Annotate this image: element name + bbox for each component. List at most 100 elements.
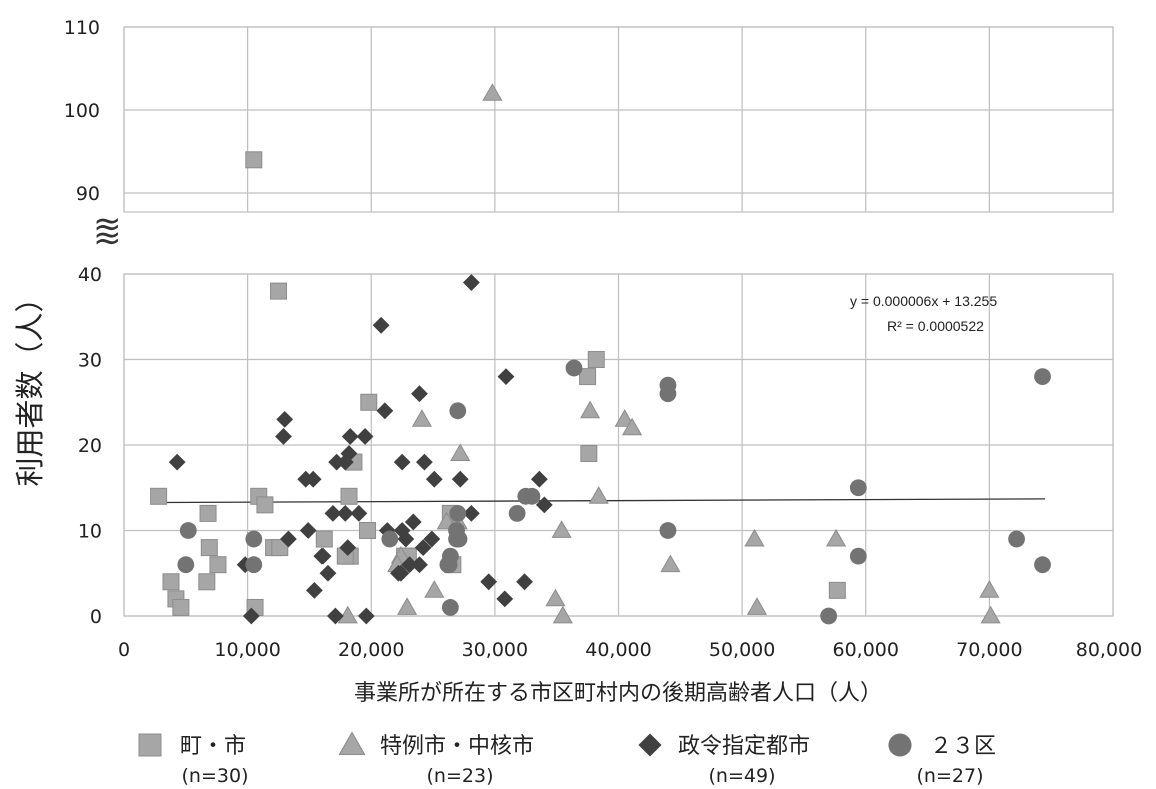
data-point-designated-city: [462, 505, 480, 522]
data-point-designated-city: [336, 505, 354, 522]
data-point-town-city: [162, 573, 180, 591]
data-point-special-city: [337, 605, 358, 624]
data-point-tokyo-ward: [1034, 368, 1051, 385]
data-point-special-city: [660, 554, 681, 573]
data-point-tokyo-ward: [1008, 530, 1025, 548]
data-point-tokyo-ward: [449, 402, 467, 420]
data-points-layer: [150, 83, 1051, 625]
data-point-designated-city: [168, 453, 186, 471]
data-point-designated-city: [423, 530, 441, 548]
data-point-town-city: [828, 581, 846, 599]
data-point-tokyo-ward: [245, 556, 263, 574]
data-point-designated-city: [339, 539, 357, 556]
data-point-designated-city: [401, 556, 418, 574]
data-point-special-city: [552, 605, 573, 624]
data-point-designated-city: [356, 428, 374, 445]
x-tick-label: 20,000: [338, 639, 404, 661]
data-point-designated-city: [372, 316, 390, 334]
legend-label-special-city: 特例市・中核市: [380, 734, 534, 759]
data-point-designated-city: [341, 428, 359, 445]
data-point-special-city: [744, 528, 765, 547]
data-point-special-city: [580, 400, 601, 419]
data-point-special-city: [424, 580, 445, 598]
data-point-tokyo-ward: [1034, 556, 1051, 574]
data-point-designated-city: [414, 539, 432, 556]
data-point-designated-city: [425, 470, 443, 488]
legend-count-tokyo-ward: (n=27): [917, 765, 984, 787]
data-point-designated-city: [313, 547, 331, 565]
data-point-designated-city: [276, 410, 294, 428]
data-point-tokyo-ward: [659, 385, 677, 403]
lower-y-tick-label: 10: [78, 521, 102, 543]
x-tick-label: 50,000: [709, 639, 775, 661]
data-point-town-city: [340, 487, 358, 505]
data-point-tokyo-ward: [449, 505, 467, 522]
lower-y-tick-label: 30: [78, 350, 102, 372]
x-tick-label: 60,000: [833, 639, 899, 661]
data-point-town-city: [172, 598, 190, 616]
data-point-tokyo-ward: [565, 359, 583, 377]
data-point-town-city: [198, 573, 216, 591]
data-point-tokyo-ward: [448, 530, 465, 548]
data-point-designated-city: [242, 607, 260, 625]
legend-count-special-city: (n=23): [427, 765, 494, 787]
series-tokyo-ward: [177, 359, 1051, 625]
data-point-designated-city: [376, 402, 394, 420]
legend-item-designated-city: 政令指定都市 (n=49): [638, 733, 810, 787]
legend-item-special-city: 特例市・中核市 (n=23): [338, 731, 534, 787]
data-point-tokyo-ward: [849, 479, 867, 497]
data-point-town-city: [579, 368, 597, 386]
data-point-tokyo-ward: [508, 505, 526, 522]
axis-break-symbol-2: ≈: [93, 204, 122, 244]
data-point-designated-city: [497, 368, 515, 385]
upper-plot-panel: 90 100 110: [64, 17, 1114, 213]
trendline-r2: R² = 0.0000522: [887, 318, 984, 334]
data-point-town-city: [315, 530, 333, 548]
data-point-designated-city: [516, 573, 533, 591]
data-point-special-city: [622, 417, 643, 436]
data-point-special-city: [545, 588, 566, 607]
lower-plot-panel: 0 10 20 30 40 0 10,000 20,000 30,000 40,000 50,000…: [78, 264, 1142, 661]
data-point-special-city: [482, 83, 503, 101]
data-point-designated-city: [496, 590, 514, 608]
data-point-tokyo-ward: [849, 547, 867, 565]
data-point-designated-city: [393, 453, 411, 471]
data-point-tokyo-ward: [177, 556, 195, 574]
data-point-town-city: [360, 393, 378, 411]
data-point-designated-city: [416, 453, 433, 471]
upper-y-tick-label: 100: [64, 100, 100, 122]
data-point-designated-city: [340, 445, 358, 462]
x-tick-label: 10,000: [214, 639, 280, 661]
series-special-city: [337, 83, 1001, 624]
series-designated-city: [168, 274, 553, 625]
lower-y-tick-label: 0: [90, 606, 102, 628]
x-axis-title: 事業所が所在する市区町村内の後期高齢者人口（人）: [354, 681, 882, 706]
data-point-tokyo-ward: [245, 530, 263, 548]
data-point-designated-city: [357, 607, 375, 625]
legend-count-designated-city: (n=49): [709, 765, 776, 787]
data-point-tokyo-ward: [517, 487, 535, 505]
data-point-tokyo-ward: [179, 522, 197, 539]
data-point-special-city: [551, 520, 572, 538]
data-point-designated-city: [393, 522, 411, 539]
data-point-designated-city: [305, 581, 323, 599]
data-point-designated-city: [404, 513, 422, 531]
legend-label-tokyo-ward: ２３区: [930, 734, 996, 759]
x-tick-label: 70,000: [956, 639, 1022, 661]
axis-break-symbol: ≈: [93, 218, 122, 258]
data-point-special-city: [450, 443, 471, 461]
data-point-town-city: [587, 351, 605, 368]
data-point-tokyo-ward: [659, 522, 677, 539]
trendline-equation: y = 0.000006x + 13.255: [850, 293, 997, 309]
data-point-special-city: [614, 409, 635, 427]
legend-marker-special-city: [338, 731, 366, 755]
data-point-special-city: [411, 409, 432, 427]
data-point-designated-city: [275, 428, 292, 445]
x-tick-label: 30,000: [462, 639, 528, 661]
data-point-designated-city: [530, 470, 548, 488]
upper-y-tick-label: 90: [76, 183, 100, 205]
data-point-special-city: [746, 597, 768, 615]
upper-y-tick-label: 110: [64, 17, 100, 39]
data-point-tokyo-ward: [440, 556, 458, 574]
